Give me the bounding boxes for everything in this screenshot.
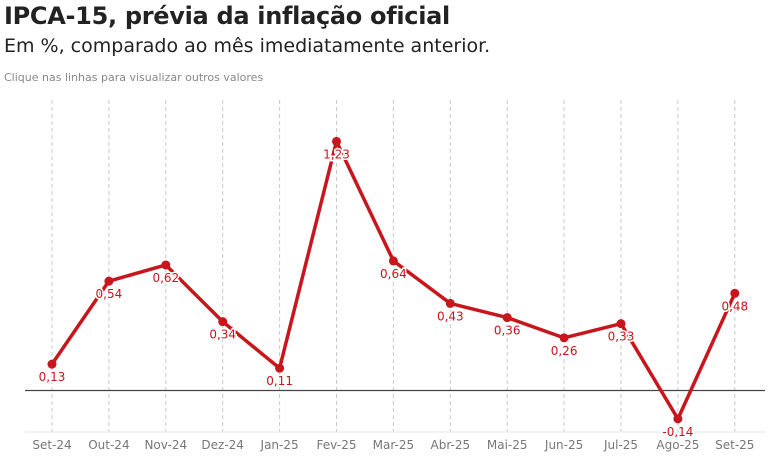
x-tick-label: Mar-25 xyxy=(373,438,414,452)
data-label: 0,33 xyxy=(608,330,635,344)
chart-subtitle: Em %, comparado ao mês imediatamente ant… xyxy=(4,35,491,57)
data-point[interactable] xyxy=(559,333,569,343)
x-tick-label: Nov-24 xyxy=(144,438,187,452)
x-tick-label: Out-24 xyxy=(88,438,129,452)
x-tick-label: Dez-24 xyxy=(201,438,244,452)
x-tick-label: Jul-25 xyxy=(603,438,638,452)
x-tick-label: Ago-25 xyxy=(656,438,699,452)
x-tick-label: Mai-25 xyxy=(487,438,528,452)
data-point[interactable] xyxy=(616,319,626,329)
data-point[interactable] xyxy=(673,414,683,424)
data-label: 1,23 xyxy=(323,147,350,161)
data-point[interactable] xyxy=(388,256,398,266)
x-tick-label: Jan-25 xyxy=(260,438,299,452)
data-label: 0,34 xyxy=(209,328,236,342)
data-label: 0,26 xyxy=(551,344,578,358)
data-point[interactable] xyxy=(445,298,455,308)
data-label: 0,62 xyxy=(152,271,179,285)
data-point[interactable] xyxy=(275,363,285,373)
data-point[interactable] xyxy=(47,359,57,369)
data-label: -0,14 xyxy=(662,425,693,439)
chart-note: Clique nas linhas para visualizar outros… xyxy=(4,71,264,84)
data-point[interactable] xyxy=(104,276,114,286)
x-tick-label: Set-25 xyxy=(715,438,754,452)
data-label: 0,11 xyxy=(266,374,293,388)
data-point[interactable] xyxy=(502,313,512,323)
data-label: 0,54 xyxy=(96,287,123,301)
data-label: 0,43 xyxy=(437,309,464,323)
chart-title: IPCA-15, prévia da inflação oficial xyxy=(4,2,450,30)
data-label: 0,13 xyxy=(39,370,66,384)
data-label: 0,64 xyxy=(380,267,407,281)
x-tick-label: Fev-25 xyxy=(316,438,356,452)
x-tick-label: Set-24 xyxy=(32,438,71,452)
data-point[interactable] xyxy=(161,260,171,270)
x-tick-label: Jun-25 xyxy=(544,438,583,452)
data-point[interactable] xyxy=(332,136,341,146)
data-point[interactable] xyxy=(218,317,228,327)
data-label: 0,36 xyxy=(494,324,521,338)
x-tick-label: Abr-25 xyxy=(431,438,471,452)
data-point[interactable] xyxy=(730,288,740,298)
data-label: 0,48 xyxy=(721,299,748,313)
